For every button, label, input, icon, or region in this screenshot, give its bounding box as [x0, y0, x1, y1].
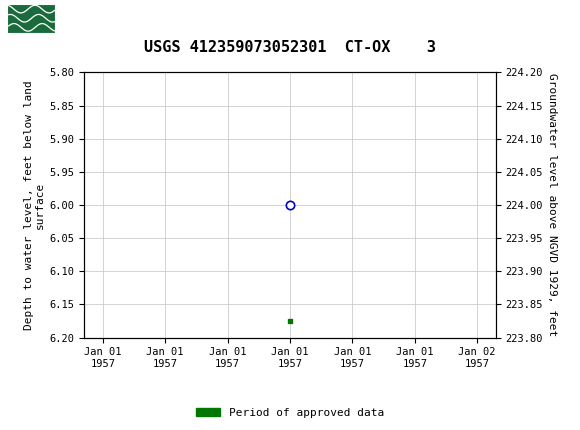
Legend: Period of approved data: Period of approved data: [191, 403, 389, 422]
Y-axis label: Groundwater level above NGVD 1929, feet: Groundwater level above NGVD 1929, feet: [548, 74, 557, 337]
Text: USGS: USGS: [63, 10, 114, 28]
Y-axis label: Depth to water level, feet below land
surface: Depth to water level, feet below land su…: [24, 80, 45, 330]
Bar: [7, 4, 56, 34]
Text: USGS 412359073052301  CT-OX    3: USGS 412359073052301 CT-OX 3: [144, 40, 436, 55]
